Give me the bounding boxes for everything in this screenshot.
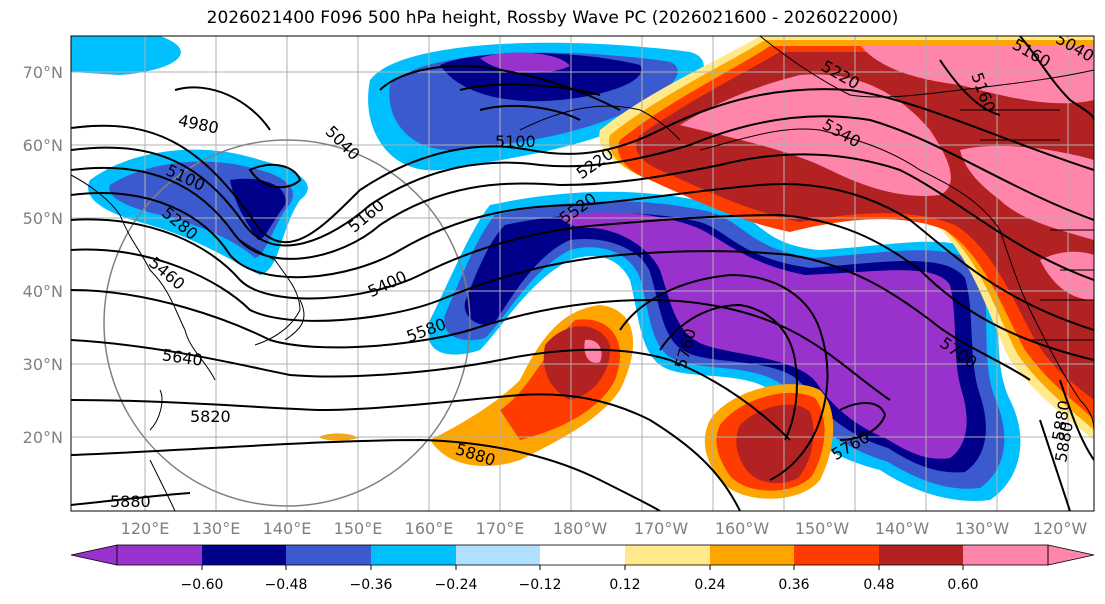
lat-label: 20°N	[23, 428, 63, 447]
latitude-labels: 70°N 60°N 50°N 40°N 30°N 20°N	[23, 63, 63, 447]
lon-label: 120°W	[1033, 519, 1088, 538]
colorbar-extend-min	[70, 544, 118, 566]
colorbar-segment	[371, 545, 456, 565]
map-frame	[70, 35, 1095, 512]
colorbar-segment	[202, 545, 286, 565]
colorbar-segment	[710, 545, 794, 565]
colorbar-tick-label: −0.36	[350, 577, 393, 593]
colorbar-tick-label: −0.24	[435, 577, 478, 593]
colorbar-segment	[963, 545, 1048, 565]
colorbar-segment	[456, 545, 540, 565]
lon-label: 130°W	[955, 519, 1010, 538]
lon-label: 150°E	[334, 519, 383, 538]
lon-label: 170°E	[476, 519, 525, 538]
lon-label: 140°W	[875, 519, 930, 538]
lon-label: 180°W	[553, 519, 608, 538]
colorbar-extend-max	[1047, 544, 1095, 566]
lat-label: 70°N	[23, 63, 63, 82]
contour-label: 5100	[495, 132, 536, 151]
colorbar-segment	[794, 545, 879, 565]
colorbar-tick-label: 0.60	[947, 577, 978, 593]
reference-circle	[103, 139, 471, 507]
colorbar-tick-label: −0.48	[265, 577, 308, 593]
lat-label: 40°N	[23, 282, 63, 301]
lon-label: 120°E	[121, 519, 170, 538]
colorbar-segment	[879, 545, 963, 565]
negative-anomaly-fill	[71, 36, 1021, 501]
lon-label: 160°E	[405, 519, 454, 538]
colorbar-tick-label: 0.36	[778, 577, 809, 593]
lat-label: 60°N	[23, 136, 63, 155]
colorbar: −0.60 −0.48 −0.36 −0.24 −0.12 0.12 0.24 …	[70, 544, 1095, 593]
colorbar-tick-label: 0.24	[694, 577, 725, 593]
height-contours	[71, 36, 1094, 511]
longitude-labels: 120°E 130°E 140°E 150°E 160°E 170°E 180°…	[121, 519, 1088, 538]
lat-label: 30°N	[23, 355, 63, 374]
colorbar-tick-label: 0.12	[609, 577, 640, 593]
lon-label: 130°E	[192, 519, 241, 538]
lon-label: 140°E	[263, 519, 312, 538]
contour-label: 5820	[190, 407, 231, 426]
colorbar-segment	[117, 545, 202, 565]
lat-label: 50°N	[23, 209, 63, 228]
map-title: 2026021400 F096 500 hPa height, Rossby W…	[206, 8, 899, 28]
colorbar-segment	[625, 545, 710, 565]
coastlines	[71, 36, 1094, 511]
lon-label: 150°W	[795, 519, 850, 538]
colorbar-segment	[540, 545, 625, 565]
colorbar-segment	[286, 545, 371, 565]
colorbar-tick-label: −0.60	[181, 577, 224, 593]
lon-label: 160°W	[715, 519, 770, 538]
lon-label: 170°W	[634, 519, 689, 538]
map-panel: 4980 5040 5100 5160 5100 5280 5460 5220 …	[71, 36, 1094, 511]
contour-label: 5880	[110, 492, 151, 511]
colorbar-tick-label: −0.12	[519, 577, 562, 593]
colorbar-tick-label: 0.48	[863, 577, 894, 593]
